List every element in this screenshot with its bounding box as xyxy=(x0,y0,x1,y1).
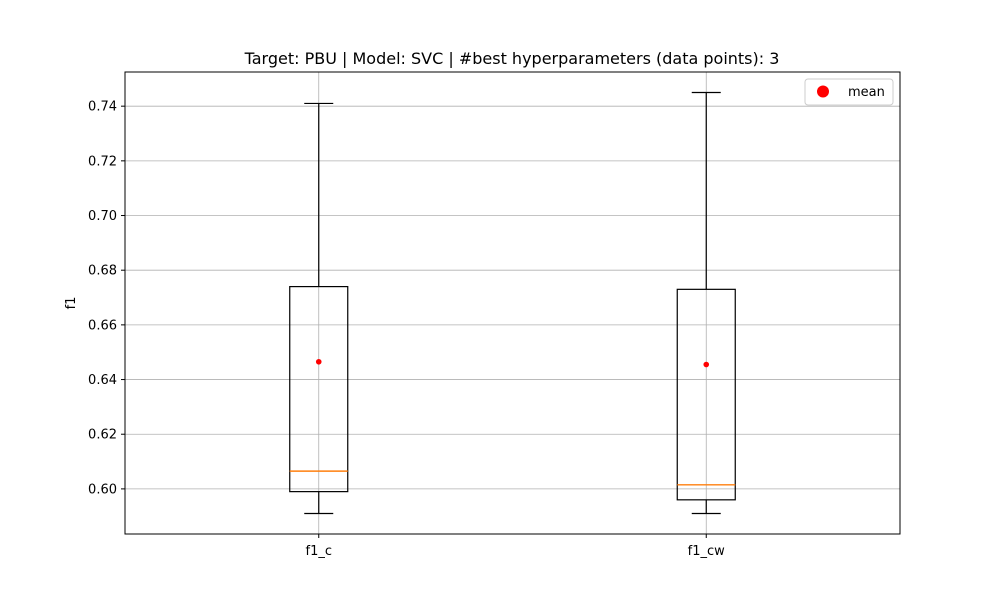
mean-marker xyxy=(315,358,322,365)
box-layer xyxy=(289,91,736,515)
y-tick-label: 0.72 xyxy=(88,154,117,169)
legend-mean-marker xyxy=(817,85,829,98)
grid-layer xyxy=(125,72,900,534)
chart-title: Target: PBU | Model: SVC | #best hyperpa… xyxy=(244,49,780,68)
y-tick-label: 0.64 xyxy=(88,373,117,388)
iqr-box xyxy=(289,285,349,493)
y-tick-label: 0.68 xyxy=(88,264,117,279)
axis-layer: 0.60 0.62 0.64 0.66 0.68 0.70 0.72 0.74 f1_c f1_c… xyxy=(88,100,725,559)
y-axis-label: f1 xyxy=(64,297,79,310)
legend-frame xyxy=(804,78,894,106)
y-tick-label: 0.70 xyxy=(88,209,117,224)
box-f1_c xyxy=(289,102,349,515)
box-f1_cw xyxy=(676,91,736,515)
iqr-box xyxy=(676,288,736,501)
y-tick-label: 0.60 xyxy=(88,482,117,497)
legend: mean xyxy=(804,78,894,106)
x-tick-label: f1_cw xyxy=(688,544,725,559)
mean-marker xyxy=(703,361,710,368)
y-tick-label: 0.62 xyxy=(88,428,117,443)
x-tick-label: f1_c xyxy=(306,544,333,559)
y-tick-label: 0.74 xyxy=(88,100,117,115)
plot-frame xyxy=(124,71,901,535)
y-tick-label: 0.66 xyxy=(88,318,117,333)
legend-label-mean: mean xyxy=(848,85,885,100)
